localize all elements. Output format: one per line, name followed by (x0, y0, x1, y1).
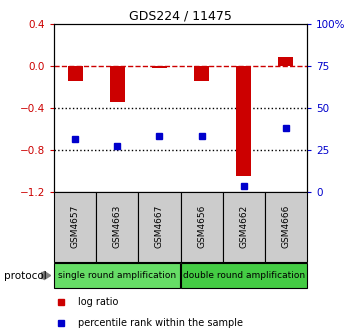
Text: protocol: protocol (4, 270, 46, 281)
Text: GSM4666: GSM4666 (281, 205, 290, 249)
Bar (223, 192, 265, 262)
Bar (152, 66, 167, 68)
Text: GSM4667: GSM4667 (155, 205, 164, 249)
Text: percentile rank within the sample: percentile rank within the sample (78, 318, 243, 328)
Bar (110, 66, 125, 102)
Text: GSM4663: GSM4663 (113, 205, 122, 249)
Text: single round amplification: single round amplification (58, 271, 177, 280)
Bar (278, 57, 293, 66)
Bar (180, 263, 307, 288)
FancyArrow shape (42, 271, 51, 280)
Bar (54, 263, 180, 288)
Bar (96, 192, 138, 262)
Bar (236, 66, 251, 176)
Text: log ratio: log ratio (78, 297, 118, 307)
Bar (194, 66, 209, 81)
Text: GSM4657: GSM4657 (71, 205, 80, 249)
Bar (138, 192, 180, 262)
Bar (180, 192, 223, 262)
Text: GSM4662: GSM4662 (239, 205, 248, 248)
Bar (54, 192, 96, 262)
Bar (265, 192, 307, 262)
Title: GDS224 / 11475: GDS224 / 11475 (129, 9, 232, 23)
Bar (68, 66, 83, 81)
Text: GSM4656: GSM4656 (197, 205, 206, 249)
Text: double round amplification: double round amplification (183, 271, 305, 280)
